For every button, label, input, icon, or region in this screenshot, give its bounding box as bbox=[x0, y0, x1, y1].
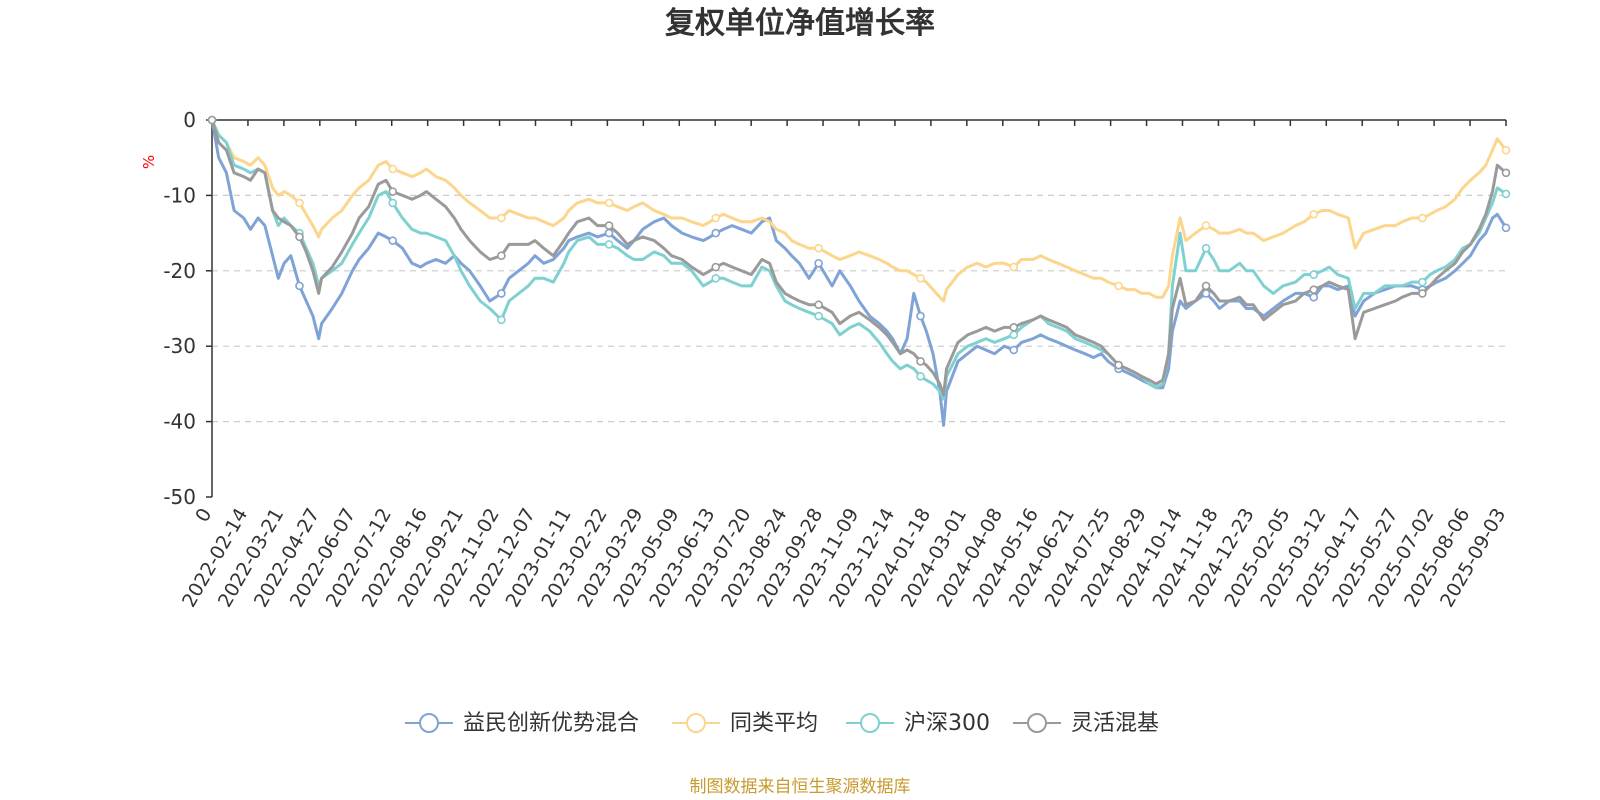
y-tick-label: 0 bbox=[183, 108, 196, 132]
x-axis: 02022-02-142022-03-212022-04-272022-06-0… bbox=[178, 119, 1510, 611]
series-point-1 bbox=[388, 164, 398, 174]
series-point-1 bbox=[1201, 221, 1211, 230]
series-point-3 bbox=[1201, 281, 1211, 291]
series-point-2 bbox=[1309, 270, 1319, 279]
series-point-0 bbox=[497, 289, 506, 298]
series-point-3 bbox=[1009, 323, 1019, 332]
legend-item-1[interactable]: 同类平均 bbox=[672, 711, 818, 736]
series-point-3 bbox=[295, 232, 304, 242]
series-point-1 bbox=[1309, 209, 1319, 219]
y-axis: 0 -10 -20 -30 -40 -50 bbox=[163, 108, 213, 509]
legend-item-3[interactable]: 灵活混基 bbox=[1013, 711, 1159, 736]
series-point-2 bbox=[1418, 277, 1427, 287]
y-tick-label: -10 bbox=[163, 183, 196, 207]
series-point-2 bbox=[497, 315, 506, 325]
series-point-2 bbox=[1009, 330, 1019, 340]
legend-label: 灵活混基 bbox=[1071, 711, 1159, 736]
series-point-1 bbox=[1009, 262, 1019, 272]
series-point-2 bbox=[1201, 243, 1211, 253]
series-line-2 bbox=[210, 119, 1507, 401]
series-point-2 bbox=[388, 198, 398, 208]
series-point-2 bbox=[814, 311, 823, 321]
y-tick-label: -40 bbox=[163, 410, 196, 434]
grid-lines bbox=[212, 194, 1506, 423]
series-point-3 bbox=[1114, 360, 1123, 370]
legend-marker bbox=[419, 713, 439, 733]
series-point-0 bbox=[1501, 223, 1511, 233]
legend-marker bbox=[1027, 713, 1047, 733]
series-point-1 bbox=[604, 198, 614, 208]
legend-label: 沪深300 bbox=[904, 711, 990, 736]
legend: 益民创新优势混合 同类平均 沪深300 灵活混基 bbox=[405, 711, 1159, 736]
legend-item-2[interactable]: 沪深300 bbox=[846, 711, 990, 736]
x-tick-label: 0 bbox=[191, 505, 216, 526]
series-lines bbox=[207, 115, 1511, 427]
series-point-1 bbox=[497, 213, 506, 223]
series-point-1 bbox=[1501, 145, 1511, 155]
legend-item-0[interactable]: 益民创新优势混合 bbox=[405, 711, 639, 736]
series-line-1 bbox=[210, 119, 1508, 303]
series-point-2 bbox=[711, 274, 721, 283]
y-tick-label: -30 bbox=[163, 334, 196, 358]
series-point-3 bbox=[1501, 168, 1511, 178]
series-point-3 bbox=[497, 251, 506, 261]
legend-marker bbox=[860, 713, 880, 733]
series-point-1 bbox=[1418, 213, 1427, 223]
series-point-3 bbox=[207, 115, 217, 125]
series-point-0 bbox=[604, 228, 614, 238]
series-line-3 bbox=[210, 119, 1507, 397]
y-tick-label: -50 bbox=[163, 485, 196, 509]
series-point-1 bbox=[814, 243, 823, 253]
legend-label: 同类平均 bbox=[730, 711, 818, 736]
series-point-0 bbox=[1309, 292, 1319, 302]
series-point-1 bbox=[295, 198, 304, 208]
y-axis-unit: % bbox=[140, 155, 158, 169]
series-point-3 bbox=[1418, 289, 1427, 298]
series-point-1 bbox=[711, 213, 721, 223]
series-point-0 bbox=[711, 228, 721, 238]
series-line-0 bbox=[210, 119, 1508, 427]
series-point-3 bbox=[388, 187, 398, 196]
series-point-2 bbox=[1501, 189, 1511, 199]
series-point-3 bbox=[1309, 285, 1319, 294]
chart-title: 复权单位净值增长率 bbox=[665, 6, 935, 41]
series-point-3 bbox=[711, 262, 721, 272]
series-point-0 bbox=[916, 311, 925, 321]
legend-marker bbox=[686, 713, 706, 733]
series-point-1 bbox=[916, 274, 925, 283]
series-point-0 bbox=[814, 258, 823, 268]
series-point-2 bbox=[604, 240, 614, 249]
series-point-2 bbox=[916, 372, 925, 381]
data-source-note: 制图数据来自恒生聚源数据库 bbox=[690, 777, 911, 797]
series-point-0 bbox=[388, 236, 398, 245]
series-point-3 bbox=[604, 221, 614, 230]
series-point-0 bbox=[1009, 345, 1019, 355]
series-point-3 bbox=[916, 356, 925, 366]
series-point-3 bbox=[814, 300, 823, 310]
series-point-0 bbox=[295, 281, 304, 291]
y-tick-label: -20 bbox=[163, 259, 196, 283]
series-point-1 bbox=[1114, 281, 1123, 291]
legend-label: 益民创新优势混合 bbox=[463, 711, 639, 736]
